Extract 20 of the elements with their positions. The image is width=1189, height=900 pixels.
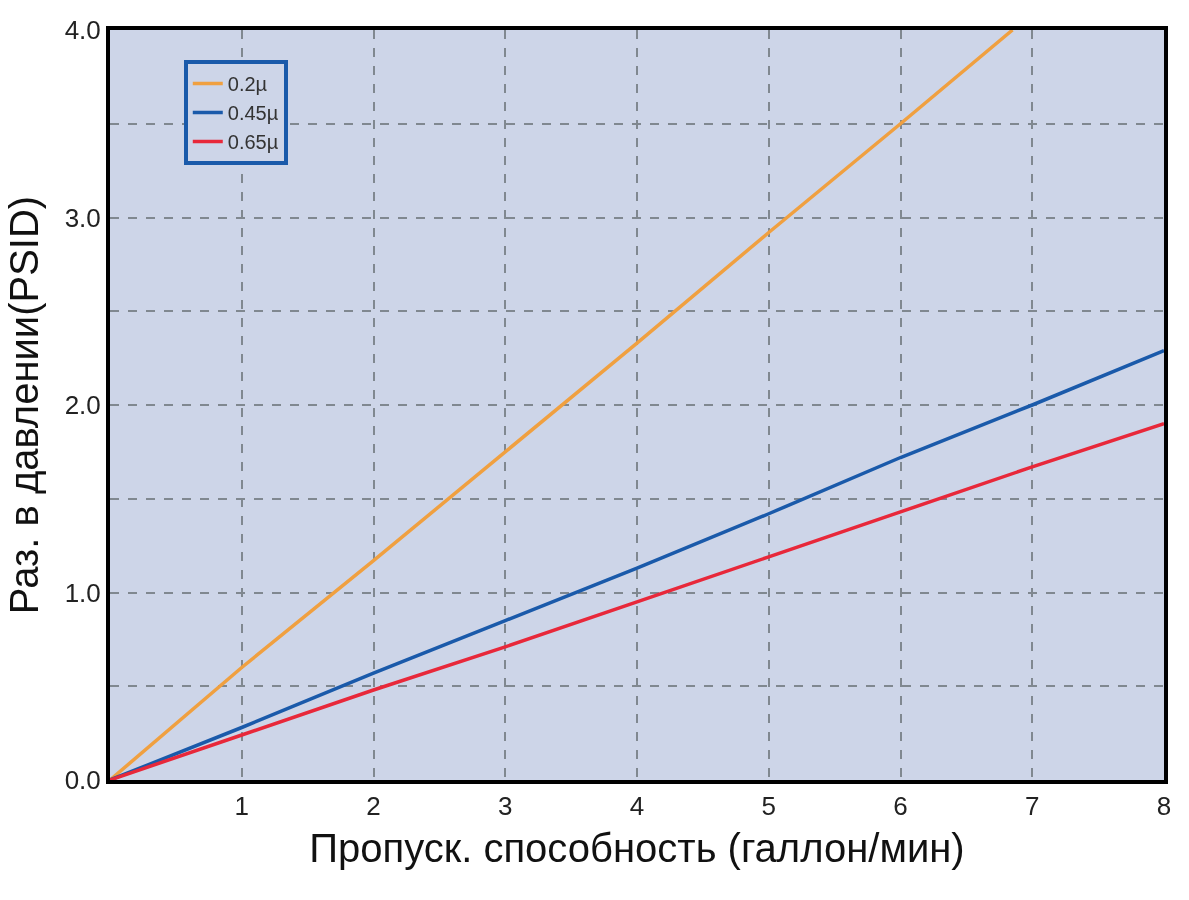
x-tick-label: 4: [629, 791, 645, 822]
x-tick-label: 5: [761, 791, 776, 822]
legend-label: 0.65µ: [227, 131, 279, 154]
x-tick-label: 3: [498, 791, 513, 822]
y-tick-label: 2.0: [64, 390, 101, 421]
legend-label: 0.45µ: [227, 102, 279, 125]
y-tick-label: 0.0: [64, 765, 101, 796]
x-tick-label: 7: [1025, 791, 1040, 822]
y-axis-title: Раз. в давлении(PSID): [1, 195, 46, 615]
y-tick-label: 1.0: [64, 577, 101, 608]
y-tick-label: 3.0: [64, 202, 101, 233]
x-tick-label: 1: [234, 791, 249, 822]
x-tick-label: 2: [366, 791, 381, 822]
line-series: [110, 30, 1015, 780]
y-tick-label: 4.0: [64, 15, 101, 46]
x-axis-title: Пропуск. способность (галлон/мин): [309, 826, 965, 871]
x-tick-label: 6: [893, 791, 908, 822]
legend-label: 0.2µ: [227, 73, 268, 96]
line-series: [110, 422, 1164, 780]
x-tick-label: 8: [1156, 791, 1172, 822]
